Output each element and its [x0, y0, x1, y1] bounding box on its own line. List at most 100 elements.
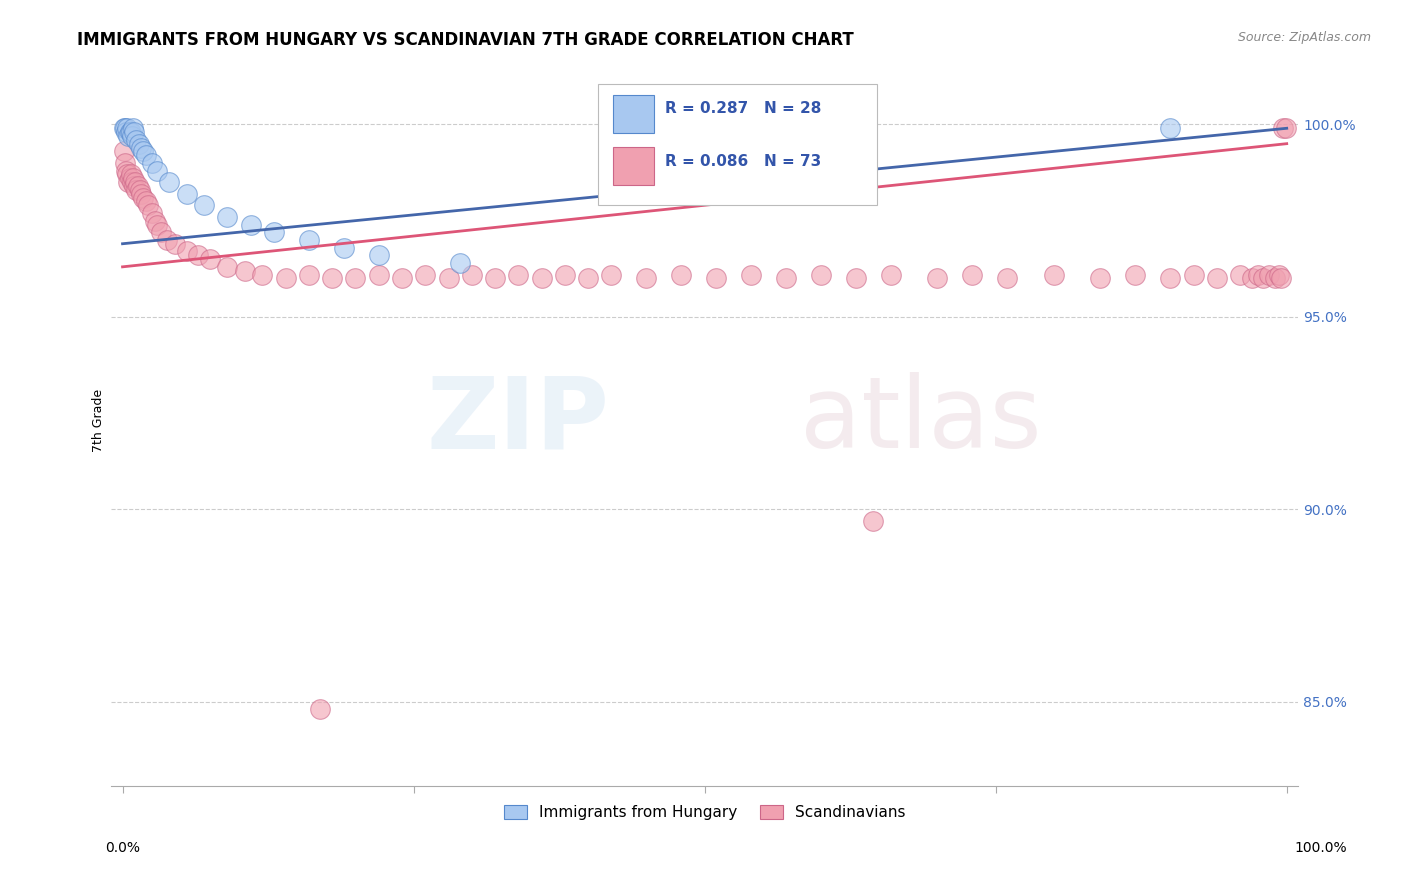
Point: [1270, 271, 1292, 285]
Point: [880, 268, 903, 282]
Legend: Immigrants from Hungary, Scandinavians: Immigrants from Hungary, Scandinavians: [498, 799, 911, 826]
Point: [146, 163, 169, 178]
Point: [508, 268, 530, 282]
Point: [344, 271, 367, 285]
Point: [576, 271, 599, 285]
Point: [149, 225, 172, 239]
Point: [124, 175, 146, 189]
Point: [1272, 121, 1295, 136]
Point: [309, 702, 332, 716]
Point: [1182, 268, 1205, 282]
Point: [1258, 268, 1281, 282]
Point: [141, 156, 163, 170]
Point: [135, 194, 157, 209]
Point: [1159, 121, 1181, 136]
Point: [740, 268, 762, 282]
Point: [125, 183, 148, 197]
FancyBboxPatch shape: [613, 146, 654, 185]
Point: [1229, 268, 1251, 282]
Point: [115, 168, 138, 182]
Point: [449, 256, 471, 270]
Point: [775, 271, 797, 285]
Point: [176, 244, 198, 259]
Point: [129, 140, 152, 154]
Point: [845, 271, 868, 285]
Point: [810, 268, 832, 282]
Point: [263, 225, 285, 239]
Point: [125, 133, 148, 147]
Point: [233, 263, 256, 277]
Point: [1253, 271, 1275, 285]
Point: [129, 186, 152, 201]
Y-axis label: 7th Grade: 7th Grade: [93, 389, 105, 452]
Point: [704, 271, 727, 285]
Point: [132, 145, 155, 159]
Text: R = 0.287   N = 28: R = 0.287 N = 28: [665, 101, 823, 116]
Point: [636, 271, 658, 285]
Point: [217, 210, 239, 224]
Point: [252, 268, 274, 282]
Point: [962, 268, 984, 282]
Point: [163, 236, 186, 251]
Point: [217, 260, 239, 274]
Point: [114, 121, 136, 136]
Point: [187, 248, 209, 262]
Point: [115, 163, 138, 178]
Point: [298, 233, 321, 247]
Text: IMMIGRANTS FROM HUNGARY VS SCANDINAVIAN 7TH GRADE CORRELATION CHART: IMMIGRANTS FROM HUNGARY VS SCANDINAVIAN …: [77, 31, 853, 49]
Point: [127, 179, 149, 194]
Point: [530, 271, 553, 285]
Point: [114, 156, 136, 170]
Text: Source: ZipAtlas.com: Source: ZipAtlas.com: [1237, 31, 1371, 45]
Point: [437, 271, 460, 285]
Point: [135, 148, 157, 162]
Point: [129, 183, 152, 197]
Text: ZIP: ZIP: [427, 372, 610, 469]
Point: [121, 128, 143, 143]
Point: [122, 171, 145, 186]
Text: R = 0.086   N = 73: R = 0.086 N = 73: [665, 154, 821, 169]
Point: [554, 268, 576, 282]
Point: [122, 121, 145, 136]
FancyBboxPatch shape: [598, 85, 877, 205]
Point: [143, 213, 166, 227]
Point: [274, 271, 297, 285]
Point: [122, 125, 145, 139]
Point: [1264, 271, 1286, 285]
Point: [157, 175, 180, 189]
Point: [484, 271, 506, 285]
Point: [1125, 268, 1147, 282]
Point: [146, 218, 169, 232]
FancyBboxPatch shape: [613, 95, 654, 134]
Point: [1240, 271, 1263, 285]
Point: [122, 179, 145, 194]
Point: [391, 271, 413, 285]
Point: [671, 268, 693, 282]
Point: [461, 268, 484, 282]
Point: [136, 198, 159, 212]
Point: [118, 171, 141, 186]
Point: [298, 268, 321, 282]
Point: [367, 268, 389, 282]
Point: [117, 128, 139, 143]
Point: [239, 218, 262, 232]
Point: [115, 121, 138, 136]
Point: [121, 175, 143, 189]
Point: [115, 125, 138, 139]
Point: [1205, 271, 1227, 285]
Text: 0.0%: 0.0%: [105, 840, 141, 855]
Point: [120, 125, 142, 139]
Point: [1267, 268, 1289, 282]
Point: [321, 271, 343, 285]
Point: [862, 514, 884, 528]
Point: [1159, 271, 1181, 285]
Point: [141, 206, 163, 220]
Point: [332, 241, 354, 255]
Point: [413, 268, 436, 282]
Point: [156, 233, 179, 247]
Point: [927, 271, 949, 285]
Point: [995, 271, 1018, 285]
Point: [128, 136, 150, 151]
Point: [112, 121, 135, 136]
Point: [367, 248, 389, 262]
